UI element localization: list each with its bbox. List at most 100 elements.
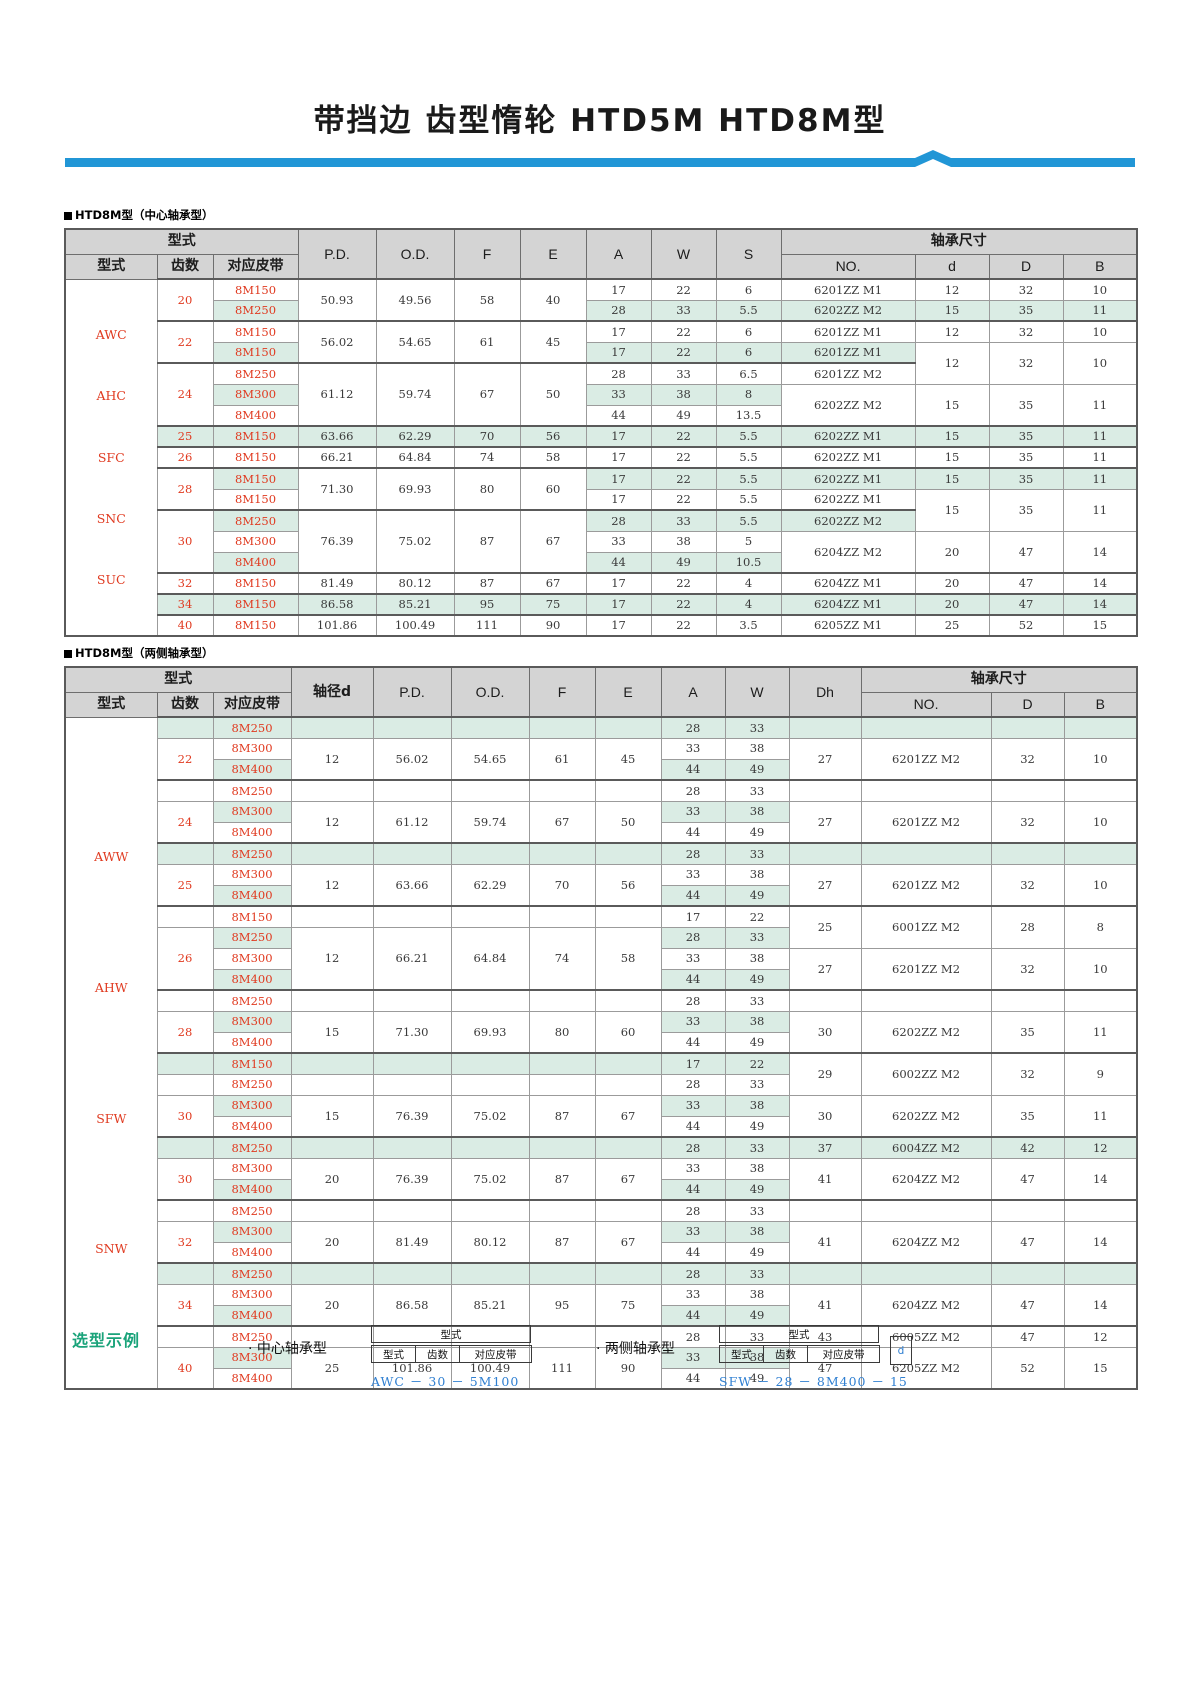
- bearing-D-cell: 52: [990, 1346, 1065, 1390]
- pd-cell: 76.39: [372, 1157, 452, 1201]
- belt-cell: 8M250: [212, 1136, 292, 1159]
- f-cell: 67: [453, 362, 521, 427]
- table-row: 8M150 17 22 29 6002ZZ M2 32 9: [65, 1052, 1139, 1096]
- od-cell: 59.74: [450, 800, 530, 844]
- teeth-cell: [156, 1262, 214, 1285]
- table-row: 8M400 44 49: [65, 1178, 1137, 1201]
- w-cell: 33: [650, 299, 717, 322]
- shaft-d-cell: 12: [290, 737, 374, 781]
- a-cell: 17: [585, 425, 652, 448]
- dh-cell: 30: [788, 1010, 862, 1054]
- a-cell: 44: [660, 1367, 726, 1390]
- bearing-B-cell: 12: [1063, 1325, 1139, 1348]
- a-cell: 28: [660, 1325, 726, 1348]
- example-right-cells-row: 型式 齿数 对应皮带: [719, 1345, 880, 1363]
- bearing-D-cell: 47: [988, 593, 1064, 616]
- table2-head-row2: 型式 齿数 对应皮带 NO. D B: [64, 691, 1139, 718]
- w-cell: 38: [724, 1283, 790, 1306]
- s-cell: 4: [715, 593, 782, 616]
- shaft-d-cell: [290, 905, 374, 928]
- shaft-d-cell: 12: [290, 863, 374, 907]
- a-cell: 33: [660, 1283, 726, 1306]
- bearing-B-cell: [1063, 1262, 1139, 1285]
- bearing-D-cell: [990, 716, 1065, 739]
- belt-cell: 8M400: [212, 1367, 292, 1390]
- bearing-d-cell: 15: [914, 467, 990, 490]
- bearing-no-cell: 6001ZZ M2: [860, 905, 992, 949]
- table-row: 30 8M250 76.39 75.02 87 67 28 33 5.5 6202ZZ M2: [65, 509, 1137, 574]
- bearing-B-cell: 11: [1062, 488, 1139, 532]
- bearing-B-cell: 10: [1063, 800, 1139, 844]
- model-code: SNW: [95, 1241, 128, 1257]
- belt-cell: 8M250: [212, 989, 292, 1012]
- pd-cell: 50.93: [297, 278, 377, 322]
- od-cell: 54.65: [450, 737, 530, 781]
- table-row: 22 8M300 12 56.02 54.65 61 45 33 38 27 6201ZZ M2 32…: [65, 737, 1139, 781]
- dh-cell: 27: [788, 737, 862, 781]
- table-row: 40 8M150 101.86 100.49 111 90 17 22 3.5 6205ZZ M1…: [65, 614, 1139, 637]
- bearing-B-cell: 10: [1063, 863, 1139, 907]
- pd-cell: [372, 1052, 452, 1075]
- shaft-d-cell: 12: [290, 926, 374, 991]
- od-cell: 75.02: [450, 1094, 530, 1138]
- pd-cell: [372, 779, 452, 802]
- w-cell: 38: [724, 1220, 790, 1243]
- table2-body: AWW AHW SFW SNW 8M250 28 33 22 8M300 12 56.02 54.65…: [64, 716, 1139, 1390]
- bearing-no-cell: 6204ZZ M2: [860, 1283, 992, 1327]
- a-cell: 17: [585, 614, 652, 637]
- w-cell: 33: [724, 1136, 790, 1159]
- pd-cell: 61.12: [297, 362, 377, 427]
- th-teeth: 齿数: [156, 253, 214, 280]
- od-cell: 64.84: [450, 926, 530, 991]
- bearing-D-cell: 35: [988, 383, 1064, 427]
- w-cell: 22: [650, 278, 717, 301]
- w-cell: 22: [724, 1052, 790, 1075]
- example-left-cell-model: 型式: [371, 1345, 416, 1363]
- bearing-D-cell: 28: [990, 905, 1065, 949]
- e-cell: 45: [594, 737, 662, 781]
- table1-head-row2: 型式 齿数 对应皮带 NO. d D B: [64, 253, 1139, 280]
- a-cell: 33: [660, 800, 726, 823]
- bearing-no-cell: 6202ZZ M2: [780, 383, 916, 427]
- od-cell: [450, 905, 530, 928]
- e-cell: [594, 716, 662, 739]
- bearing-d-cell: 15: [914, 299, 990, 322]
- shaft-d-cell: 15: [290, 1010, 374, 1054]
- dh-cell: 41: [788, 1283, 862, 1327]
- belt-cell: 8M150: [212, 341, 299, 364]
- f-cell: [528, 779, 596, 802]
- a-cell: 33: [660, 947, 726, 970]
- table-row: 24 8M250 61.12 59.74 67 50 28 33 6.5 6201ZZ M2: [65, 362, 1137, 427]
- example-left-top-cell: 型式: [371, 1325, 531, 1343]
- teeth-cell: 22: [156, 320, 214, 364]
- table-row: 8M250 28 33: [65, 1262, 1139, 1285]
- th2-bearing-D: D: [990, 691, 1065, 718]
- bearing-B-cell: 10: [1062, 278, 1139, 301]
- a-cell: 44: [660, 1031, 726, 1054]
- belt-cell: 8M300: [212, 800, 292, 823]
- od-cell: 64.84: [375, 446, 455, 469]
- th2-f: F: [528, 666, 596, 718]
- a-cell: 28: [585, 509, 652, 532]
- f-cell: 61: [453, 320, 521, 364]
- table-row: 28 8M300 15 71.30 69.93 80 60 33 38 30 6202ZZ M2 35…: [65, 1010, 1139, 1054]
- table-row: 8M250 28 33 5.5 6202ZZ M2 15 35 11: [65, 299, 1139, 322]
- w-cell: 49: [724, 1304, 790, 1327]
- bearing-D-cell: 32: [988, 278, 1064, 301]
- a-cell: 33: [585, 383, 652, 406]
- bearing-d-cell: 25: [914, 614, 990, 637]
- th-group-model: 型式: [63, 228, 299, 255]
- table-row: 8M250 28 33 37 6004ZZ M2 42 12: [65, 1136, 1139, 1159]
- dh-cell: 27: [788, 947, 862, 991]
- model-code: SFW: [96, 1110, 127, 1126]
- th2-teeth: 齿数: [156, 691, 214, 718]
- belt-cell: 8M400: [212, 1241, 292, 1264]
- w-cell: 38: [724, 947, 790, 970]
- a-cell: 17: [585, 572, 652, 595]
- model-code: SFC: [97, 449, 125, 465]
- bearing-no-cell: 6201ZZ M2: [860, 737, 992, 781]
- bearing-no-cell: [860, 1262, 992, 1285]
- pd-cell: [372, 1262, 452, 1285]
- a-cell: 17: [585, 593, 652, 616]
- bearing-no-cell: 6202ZZ M2: [780, 299, 916, 322]
